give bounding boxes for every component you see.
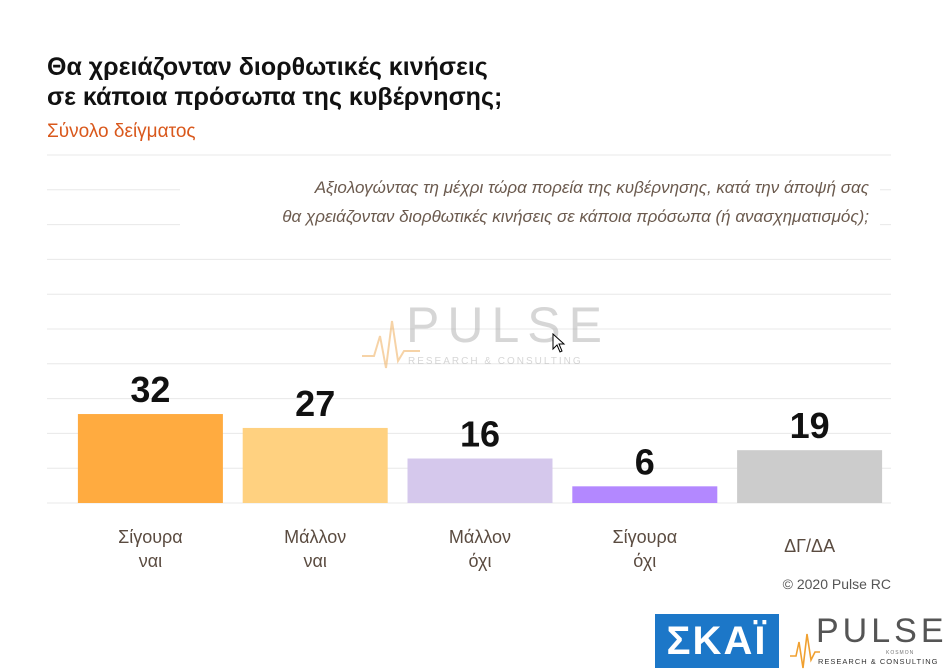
category-label: όχι xyxy=(633,551,656,571)
copyright-text: © 2020 Pulse RC xyxy=(782,576,891,592)
category-label: ναι xyxy=(303,551,326,571)
category-label: Μάλλον xyxy=(449,527,511,547)
pulse-watermark: PULSE RESEARCH & CONSULTING xyxy=(362,296,602,376)
pulse-logo: PULSE KOSMON RESEARCH & CONSULTING xyxy=(790,612,944,670)
bar xyxy=(737,450,883,503)
bar-value-label: 6 xyxy=(635,441,655,482)
mouse-pointer-icon xyxy=(552,332,566,358)
survey-question: Αξιολογώντας τη μέχρι τώρα πορεία της κυ… xyxy=(149,173,869,231)
bar xyxy=(407,458,553,503)
pulse-wave-icon xyxy=(362,320,420,369)
bar xyxy=(242,427,388,503)
watermark-tag: RESEARCH & CONSULTING xyxy=(408,356,583,367)
question-backdrop xyxy=(180,170,880,232)
category-label: ναι xyxy=(139,551,162,571)
chart-title: Θα χρειάζονταν διορθωτικές κινήσεις σε κ… xyxy=(47,52,607,112)
skai-logo: ΣΚΑΪ xyxy=(655,614,779,668)
category-label: Σίγουρα xyxy=(612,527,677,547)
pulse-logo-word: PULSE xyxy=(816,612,946,650)
watermark-word: PULSE xyxy=(406,297,610,353)
bar-value-label: 19 xyxy=(790,405,830,446)
chart-title-line-2: σε κάποια πρόσωπα της κυβέρνησης; xyxy=(47,83,503,111)
bar xyxy=(572,486,718,503)
bar-value-label: 27 xyxy=(295,383,335,424)
bar xyxy=(77,414,223,503)
bar-value-label: 32 xyxy=(130,369,170,410)
pulse-logo-wave-icon xyxy=(790,633,820,669)
chart-subtitle: Σύνολο δείγματος xyxy=(47,121,196,142)
category-label: ΔΓ/ΔΑ xyxy=(784,536,835,556)
chart-title-line-1: Θα χρειάζονταν διορθωτικές κινήσεις xyxy=(47,53,488,81)
survey-question-line-1: Αξιολογώντας τη μέχρι τώρα πορεία της κυ… xyxy=(314,178,869,197)
category-label: Σίγουρα xyxy=(118,527,183,547)
category-label: Μάλλον xyxy=(284,527,346,547)
survey-question-line-2: θα χρειάζονταν διορθωτικές κινήσεις σε κ… xyxy=(282,207,869,226)
pulse-logo-tag: RESEARCH & CONSULTING xyxy=(818,657,939,666)
pulse-logo-sub: KOSMON xyxy=(886,650,915,656)
bar-value-label: 16 xyxy=(460,414,500,455)
category-label: όχι xyxy=(469,551,492,571)
